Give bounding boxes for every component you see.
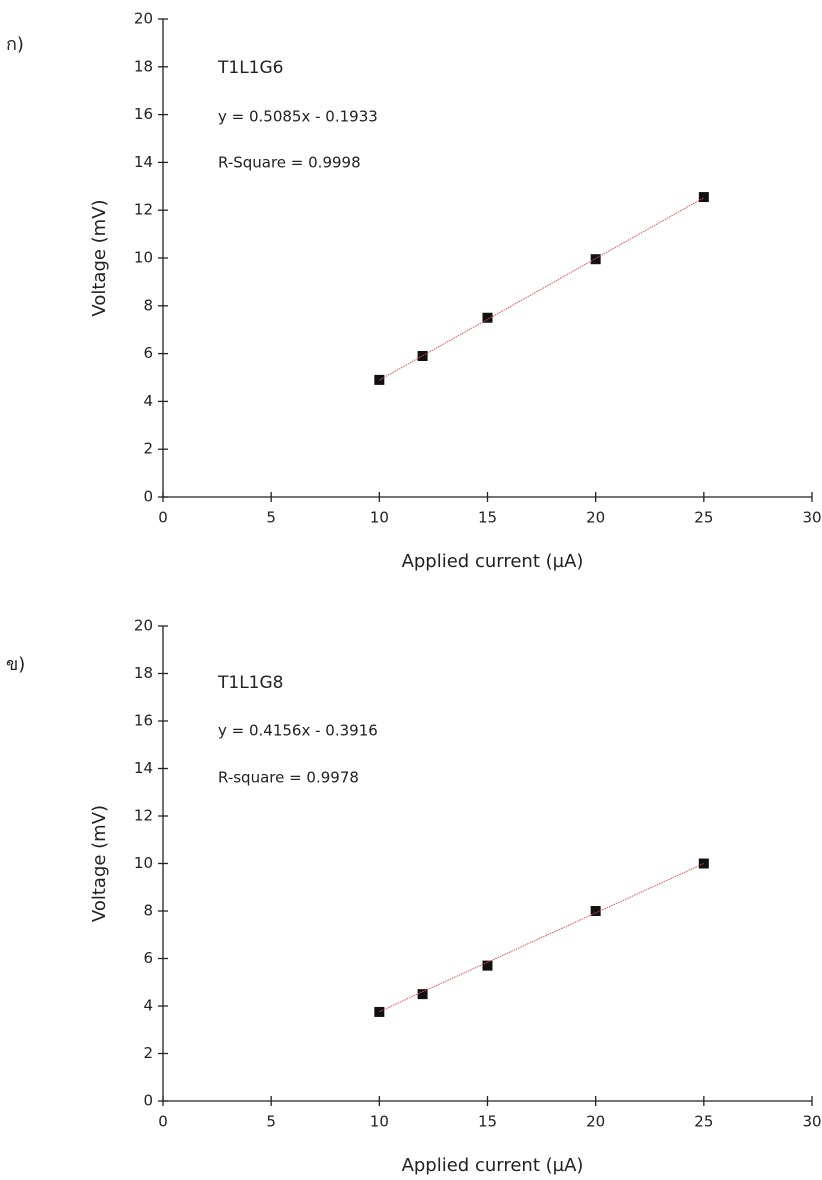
x-tick-label: 10: [370, 1113, 389, 1131]
panel-label: ก): [6, 34, 24, 55]
fit-line: [379, 198, 703, 380]
x-axis-label: Applied current (µA): [402, 1155, 584, 1176]
annotation: R-Square = 0.9998: [218, 154, 361, 172]
x-tick-label: 15: [478, 1113, 497, 1131]
y-tick-label: 0: [143, 1092, 153, 1110]
y-tick-label: 4: [143, 392, 153, 410]
y-tick-label: 10: [134, 854, 153, 872]
y-tick-label: 14: [134, 759, 153, 777]
x-axis-label: Applied current (µA): [402, 551, 584, 572]
y-tick-label: 8: [143, 296, 153, 314]
y-tick-label: 6: [143, 949, 153, 967]
annotation: y = 0.4156x - 0.3916: [218, 722, 378, 740]
marker: [699, 859, 709, 869]
x-tick-label: 25: [694, 1113, 713, 1131]
y-tick-label: 14: [134, 153, 153, 171]
x-tick-label: 25: [694, 509, 713, 527]
y-tick-label: 20: [134, 10, 153, 28]
y-tick-label: 4: [143, 997, 153, 1015]
x-tick-label: 30: [802, 1113, 821, 1131]
y-tick-label: 6: [143, 344, 153, 362]
x-tick-label: 5: [266, 509, 276, 527]
marker: [591, 254, 601, 264]
y-tick-label: 12: [134, 201, 153, 219]
y-tick-label: 20: [134, 617, 153, 635]
y-tick-label: 16: [134, 712, 153, 730]
fit-line: [379, 864, 703, 1012]
x-tick-label: 20: [586, 509, 605, 527]
y-axis-label: Voltage (mV): [89, 199, 110, 316]
marker: [374, 1007, 384, 1017]
page: 02468101214161820051015202530Applied cur…: [0, 0, 822, 1180]
x-tick-label: 30: [802, 509, 821, 527]
y-tick-label: 8: [143, 902, 153, 920]
y-tick-label: 18: [134, 57, 153, 75]
x-tick-label: 20: [586, 1113, 605, 1131]
y-tick-label: 2: [143, 440, 153, 458]
x-tick-label: 10: [370, 509, 389, 527]
x-tick-label: 0: [158, 509, 168, 527]
y-axis-label: Voltage (mV): [89, 805, 110, 922]
panel-label: ข): [6, 654, 25, 675]
x-tick-label: 15: [478, 509, 497, 527]
annotation: T1L1G6: [217, 58, 283, 78]
annotation: T1L1G8: [217, 673, 283, 693]
annotation: y = 0.5085x - 0.1933: [218, 108, 378, 126]
marker: [418, 351, 428, 361]
y-tick-label: 16: [134, 105, 153, 123]
y-tick-label: 0: [143, 488, 153, 506]
x-tick-label: 5: [266, 1113, 276, 1131]
y-tick-label: 18: [134, 664, 153, 682]
x-tick-label: 0: [158, 1113, 168, 1131]
marker: [699, 192, 709, 202]
annotation: R-square = 0.9978: [218, 769, 359, 787]
y-tick-label: 10: [134, 249, 153, 267]
y-tick-label: 2: [143, 1044, 153, 1062]
y-tick-label: 12: [134, 807, 153, 825]
